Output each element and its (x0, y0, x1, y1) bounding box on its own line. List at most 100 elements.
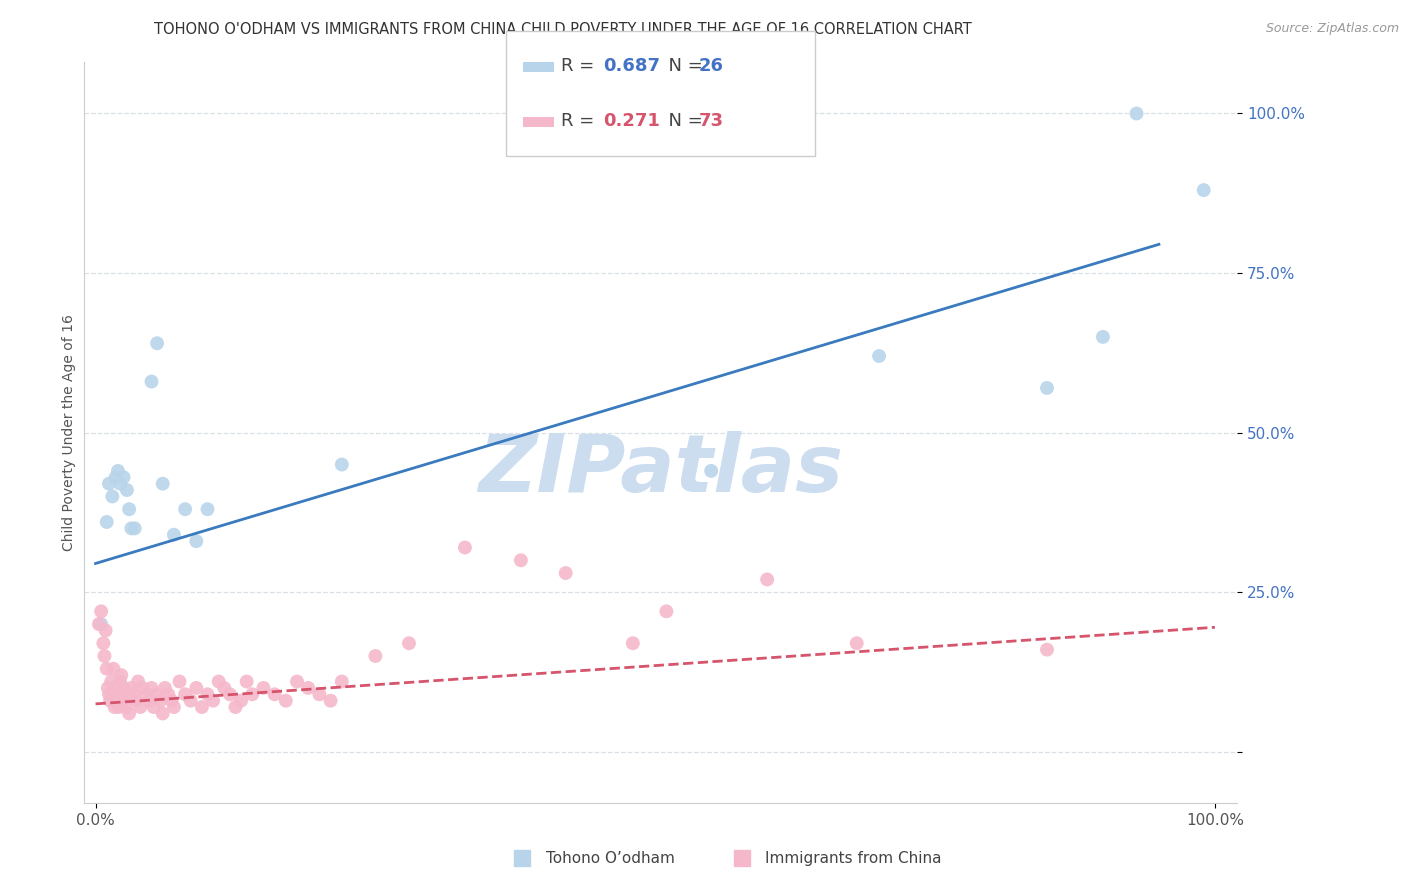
Point (103, 662, 125, 676)
Point (398, 636, 420, 650)
Point (94, 624, 117, 638)
Point (111, 694, 134, 708)
Point (120, 521, 142, 535)
Point (112, 681, 135, 695)
Point (263, 687, 285, 701)
Point (152, 476, 174, 491)
Point (163, 527, 186, 541)
Point (146, 336, 169, 351)
Point (845, 636, 868, 650)
Point (142, 700, 165, 714)
Text: N =: N = (657, 112, 709, 130)
Point (235, 674, 257, 689)
Point (104, 681, 127, 695)
Point (202, 694, 225, 708)
Point (509, 553, 531, 567)
Point (135, 687, 157, 701)
Text: Immigrants from China: Immigrants from China (765, 851, 941, 866)
Point (509, 792, 531, 806)
Point (152, 706, 174, 721)
Point (180, 694, 202, 708)
Point (554, 566, 576, 580)
Point (723, 792, 745, 806)
Point (105, 694, 128, 708)
Point (308, 687, 330, 701)
Point (1125, 106, 1147, 120)
Point (118, 706, 141, 721)
Point (98, 476, 121, 491)
Point (1036, 642, 1059, 657)
Text: 26: 26 (699, 57, 724, 75)
Point (655, 604, 678, 618)
Point (319, 694, 342, 708)
Text: N =: N = (657, 57, 709, 75)
Point (149, 694, 172, 708)
Point (700, 464, 723, 478)
Point (138, 694, 160, 708)
Point (186, 681, 208, 695)
Point (127, 674, 149, 689)
Point (96, 662, 118, 676)
Point (146, 687, 169, 701)
Point (868, 349, 890, 363)
Point (621, 636, 644, 650)
Point (1091, 330, 1114, 344)
Point (100, 674, 122, 689)
Point (108, 700, 131, 714)
Point (110, 668, 132, 682)
Point (174, 687, 197, 701)
Point (108, 476, 131, 491)
Point (1036, 381, 1059, 395)
Point (186, 534, 208, 549)
Point (114, 700, 136, 714)
Point (93, 636, 115, 650)
Point (103, 700, 125, 714)
Point (141, 375, 163, 389)
Point (208, 674, 231, 689)
Point (218, 687, 240, 701)
Point (756, 573, 779, 587)
Text: Source: ZipAtlas.com: Source: ZipAtlas.com (1265, 22, 1399, 36)
Point (160, 694, 183, 708)
Point (1192, 183, 1215, 197)
Point (112, 470, 135, 484)
Text: 73: 73 (699, 112, 724, 130)
Text: 0.271: 0.271 (603, 112, 659, 130)
Point (153, 681, 176, 695)
Point (157, 687, 180, 701)
Point (104, 470, 127, 484)
Point (107, 687, 129, 701)
Point (330, 674, 353, 689)
Point (122, 687, 145, 701)
Text: R =: R = (561, 112, 600, 130)
Point (197, 502, 219, 516)
Point (93, 648, 115, 663)
Text: TOHONO O'ODHAM VS IMMIGRANTS FROM CHINA CHILD POVERTY UNDER THE AGE OF 16 CORREL: TOHONO O'ODHAM VS IMMIGRANTS FROM CHINA … (153, 22, 972, 37)
Text: Tohono O’odham: Tohono O’odham (546, 851, 675, 866)
Point (330, 458, 353, 472)
Point (297, 681, 319, 695)
Point (131, 681, 153, 695)
Point (252, 681, 274, 695)
Text: R =: R = (561, 57, 600, 75)
Point (169, 674, 191, 689)
Point (129, 700, 152, 714)
Point (120, 681, 142, 695)
Point (115, 483, 138, 497)
Y-axis label: Child Poverty Under the Age of 16: Child Poverty Under the Age of 16 (62, 314, 76, 551)
Point (96, 515, 118, 529)
Point (197, 687, 219, 701)
Point (364, 648, 387, 663)
Point (90, 604, 112, 618)
Point (124, 521, 146, 535)
Point (240, 687, 263, 701)
Point (214, 681, 236, 695)
Point (191, 700, 214, 714)
Point (107, 464, 129, 478)
Point (224, 700, 246, 714)
Point (98, 694, 121, 708)
Point (454, 541, 477, 555)
Point (285, 674, 308, 689)
Point (87, 617, 110, 632)
Point (101, 687, 124, 701)
